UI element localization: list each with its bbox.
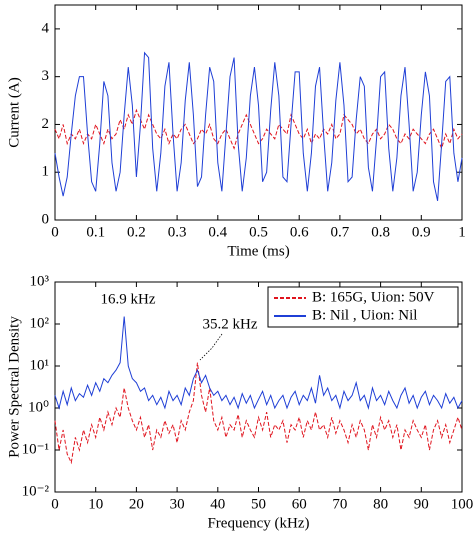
x-axis-label: Frequency (kHz) xyxy=(207,515,309,531)
y-tick-label: 2 xyxy=(42,116,50,132)
x-tick-label: 0.6 xyxy=(290,224,309,240)
series-line xyxy=(54,108,463,150)
annotation: 16.9 kHz xyxy=(101,291,156,307)
x-tick-label: 40 xyxy=(210,496,225,512)
x-tick-label: 30 xyxy=(170,496,185,512)
x-tick-label: 0.9 xyxy=(412,224,431,240)
x-tick-label: 80 xyxy=(373,496,388,512)
x-tick-label: 0.3 xyxy=(168,224,187,240)
x-tick-label: 100 xyxy=(451,496,474,512)
x-tick-label: 0 xyxy=(51,224,59,240)
series-line xyxy=(54,362,463,465)
legend-label: B: Nil , Uion: Nil xyxy=(312,307,417,323)
y-axis-label: Current (A) xyxy=(6,77,22,147)
x-tick-label: 50 xyxy=(251,496,266,512)
legend-label: B: 165G, Uion: 50V xyxy=(312,289,435,305)
x-tick-label: 0.8 xyxy=(371,224,390,240)
x-tick-label: 0.1 xyxy=(86,224,105,240)
y-tick-label: 3 xyxy=(42,68,50,84)
x-tick-label: 90 xyxy=(414,496,429,512)
x-tick-label: 0.7 xyxy=(331,224,350,240)
y-tick-label: 10³ xyxy=(30,273,50,289)
x-tick-label: 0.5 xyxy=(249,224,268,240)
series-line xyxy=(54,316,463,410)
x-tick-label: 10 xyxy=(88,496,103,512)
x-tick-label: 70 xyxy=(332,496,347,512)
y-tick-label: 10⁰ xyxy=(28,399,49,415)
y-tick-label: 10⁻¹ xyxy=(22,441,49,457)
y-tick-label: 1 xyxy=(42,164,50,180)
annotation-pointer xyxy=(199,333,223,361)
x-tick-label: 1 xyxy=(458,224,466,240)
y-tick-label: 10² xyxy=(30,315,50,331)
x-tick-label: 0 xyxy=(51,496,59,512)
series-line xyxy=(54,51,463,201)
y-tick-label: 10⁻² xyxy=(22,483,50,499)
x-tick-label: 60 xyxy=(292,496,307,512)
x-tick-label: 20 xyxy=(129,496,144,512)
x-axis-label: Time (ms) xyxy=(227,243,289,259)
y-tick-label: 0 xyxy=(42,211,50,227)
y-tick-label: 4 xyxy=(42,20,50,36)
y-axis-label: Power Spectral Density xyxy=(6,316,22,458)
y-tick-label: 10¹ xyxy=(30,357,50,373)
annotation: 35.2 kHz xyxy=(203,316,258,332)
x-tick-label: 0.4 xyxy=(208,224,227,240)
legend-box xyxy=(267,286,459,328)
x-tick-label: 0.2 xyxy=(127,224,146,240)
